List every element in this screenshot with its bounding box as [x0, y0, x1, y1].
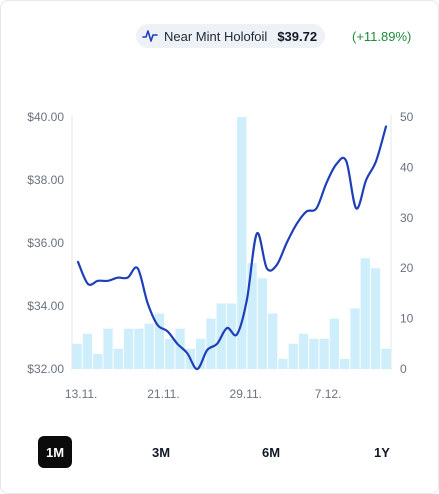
price-line — [76, 125, 388, 371]
volume-bar — [103, 328, 113, 369]
volume-bar — [370, 268, 381, 369]
volume-bar — [226, 303, 237, 369]
y-right-tick-label: 0 — [400, 362, 407, 376]
x-tick-label: 7.12. — [315, 387, 342, 401]
y-right-tick-label: 40 — [400, 160, 414, 174]
volume-bar — [154, 313, 165, 369]
volume-bar — [82, 333, 93, 369]
volume-bar — [278, 358, 288, 369]
volume-bar — [123, 328, 134, 369]
range-button-1m[interactable]: 1M — [38, 436, 72, 468]
volume-bar — [144, 323, 154, 369]
volume-bar — [350, 308, 360, 369]
x-tick-label: 29.11. — [230, 387, 262, 401]
volume-bar — [360, 258, 370, 369]
volume-bar — [165, 338, 175, 369]
line-chart-icon — [142, 30, 158, 42]
range-button-3m[interactable]: 3M — [151, 444, 171, 460]
y-left-tick-label: $32.00 — [27, 362, 64, 376]
volume-bar — [381, 348, 391, 369]
x-tick-label: 21.11. — [147, 387, 179, 401]
y-left-tick-label: $38.00 — [27, 173, 64, 187]
legend-price: $39.72 — [277, 28, 318, 44]
volume-bar — [247, 263, 257, 369]
y-right-tick-label: 20 — [400, 261, 414, 275]
volume-bar — [268, 313, 278, 369]
volume-bar — [237, 117, 247, 369]
volume-bar — [309, 338, 319, 369]
y-left-tick-label: $40.00 — [27, 110, 64, 124]
time-range-selector: 1M 3M 6M 1Y — [38, 436, 400, 470]
volume-bar — [93, 353, 103, 369]
y-right-tick-label: 10 — [400, 312, 414, 326]
volume-bar — [72, 343, 82, 369]
volume-bar — [288, 343, 298, 369]
volume-bar — [113, 348, 123, 369]
range-button-1y[interactable]: 1Y — [374, 444, 390, 460]
y-left-tick-label: $36.00 — [27, 236, 64, 250]
price-change: (+11.89%) — [352, 29, 412, 44]
y-right-tick-label: 30 — [400, 211, 414, 225]
volume-bar — [257, 278, 268, 369]
volume-bar — [319, 338, 329, 369]
price-volume-chart: $32.00 $34.00 $36.00 $38.00 $40.00 0 10 20 30 40 5… — [27, 110, 414, 401]
legend-chip[interactable]: Near Mint Holofoil $39.72 — [136, 24, 326, 48]
volume-bar — [175, 328, 185, 369]
volume-bar — [329, 318, 340, 369]
volume-bar — [340, 358, 350, 369]
volume-bar — [134, 328, 144, 369]
volume-bar — [206, 318, 216, 369]
volume-bar — [298, 333, 309, 369]
range-button-6m[interactable]: 6M — [261, 444, 281, 460]
x-tick-label: 13.11. — [65, 387, 97, 401]
y-right-tick-label: 50 — [400, 110, 414, 124]
volume-bar — [195, 338, 206, 369]
legend-variant-label: Near Mint Holofoil — [164, 28, 268, 44]
y-left-tick-label: $34.00 — [27, 299, 64, 313]
